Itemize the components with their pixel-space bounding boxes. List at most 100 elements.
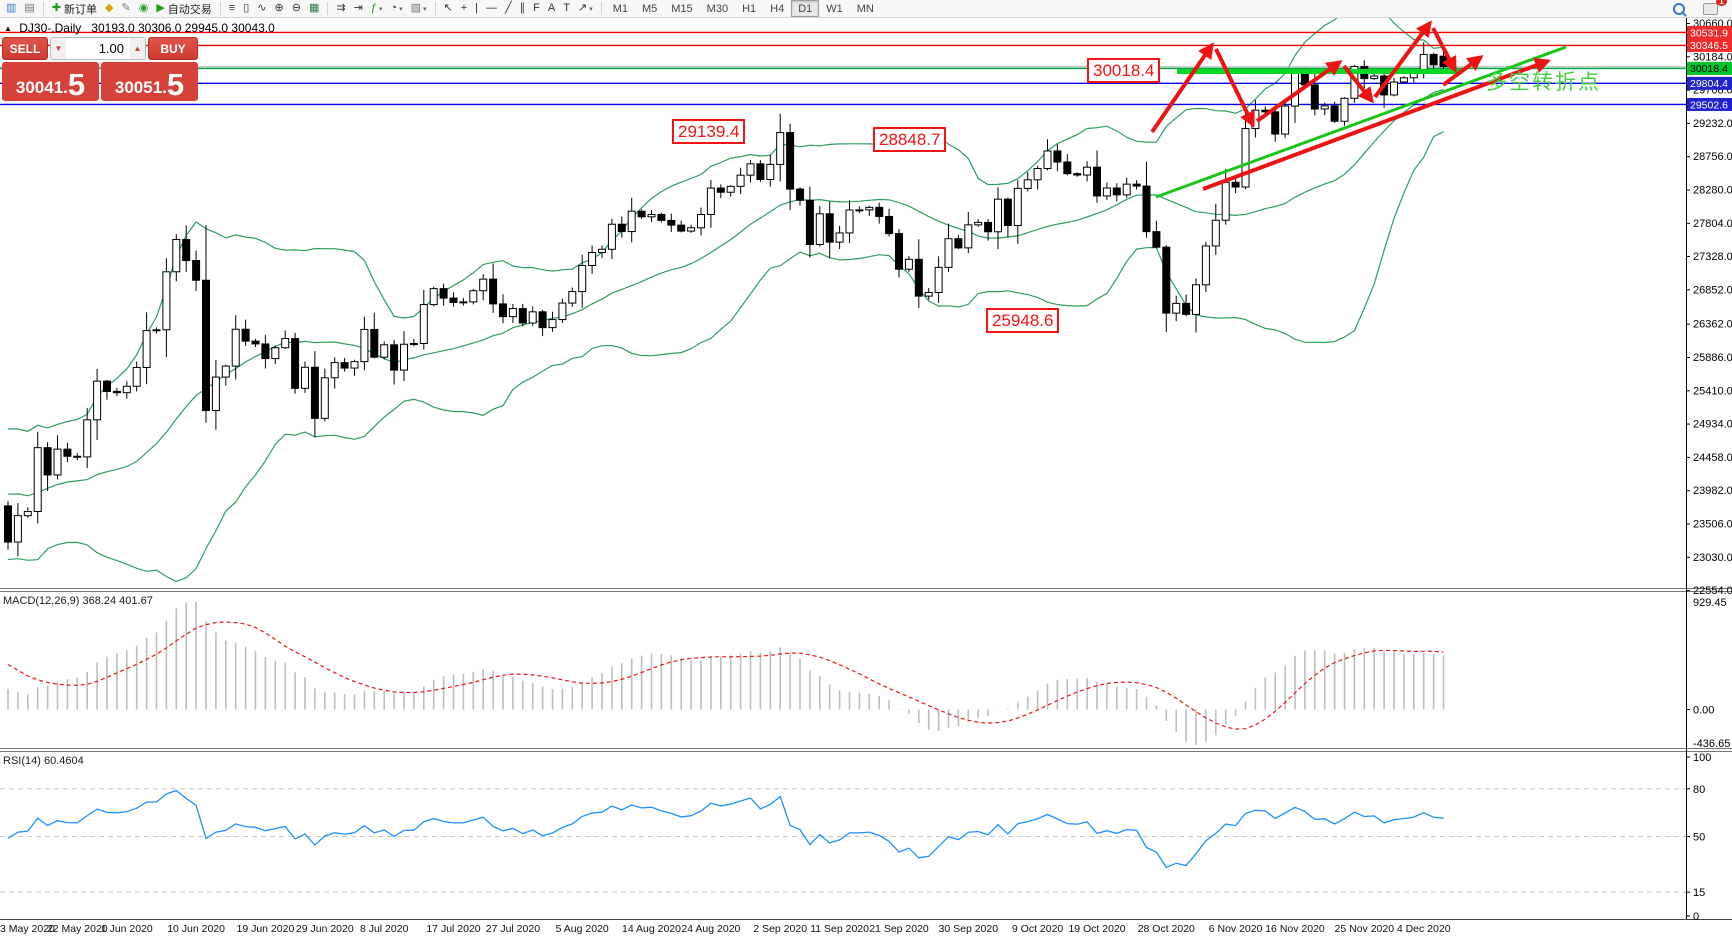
divider bbox=[42, 2, 44, 15]
styles-button[interactable]: ◆ bbox=[101, 0, 117, 18]
indicators-icon: ƒ bbox=[370, 2, 377, 14]
metaeditor-button[interactable]: ✎ bbox=[118, 0, 135, 18]
svg-text:24934.0: 24934.0 bbox=[1693, 419, 1732, 431]
bar-chart-button[interactable]: ≡ bbox=[225, 0, 239, 18]
svg-text:100: 100 bbox=[1693, 752, 1711, 764]
horizontal-line-icon: — bbox=[486, 2, 498, 14]
divider bbox=[219, 2, 221, 15]
svg-text:2 Sep 2020: 2 Sep 2020 bbox=[753, 923, 807, 935]
svg-text:929.45: 929.45 bbox=[1693, 597, 1727, 609]
search-icon bbox=[1673, 2, 1687, 17]
indicators-button[interactable]: ƒ ▾ bbox=[367, 0, 387, 18]
chat-button[interactable]: 1 bbox=[1699, 0, 1727, 18]
timeframe-M1[interactable]: M1 bbox=[612, 2, 628, 15]
timeframe-M5[interactable]: M5 bbox=[641, 2, 658, 15]
price-annotation-box[interactable]: 25948.6 bbox=[986, 308, 1060, 333]
svg-text:26852.0: 26852.0 bbox=[1693, 284, 1732, 296]
arrows-button[interactable]: ↗ ▾ bbox=[574, 0, 597, 18]
svg-text:23506.0: 23506.0 bbox=[1693, 518, 1732, 530]
svg-text:6 Nov 2020: 6 Nov 2020 bbox=[1209, 923, 1263, 935]
price-annotation-box[interactable]: 28848.7 bbox=[873, 127, 947, 152]
timeframe-W1[interactable]: W1 bbox=[826, 2, 843, 15]
autotrading-icon: ▶ bbox=[156, 2, 165, 14]
crosshair-icon: + bbox=[460, 2, 468, 14]
buy-button[interactable]: BUY bbox=[148, 37, 198, 60]
svg-text:11 Sep 2020: 11 Sep 2020 bbox=[810, 923, 869, 935]
cursor-icon: ↖ bbox=[443, 2, 453, 14]
svg-text:27804.0: 27804.0 bbox=[1693, 218, 1732, 230]
timeframe-D1[interactable]: D1 bbox=[791, 0, 820, 17]
trendline-button[interactable]: ╱ bbox=[501, 0, 516, 18]
svg-text:29804.4: 29804.4 bbox=[1690, 78, 1728, 90]
timeframe-M30[interactable]: M30 bbox=[706, 2, 729, 15]
sound-button[interactable]: ◉ bbox=[135, 0, 153, 18]
sell-price-main: 30041. bbox=[15, 78, 68, 97]
tile-windows-button[interactable]: ▦ bbox=[305, 0, 323, 18]
svg-text:25410.0: 25410.0 bbox=[1693, 385, 1732, 397]
vertical-line-button[interactable]: | bbox=[471, 0, 482, 18]
search-button[interactable] bbox=[1669, 0, 1689, 18]
timeframe-H1[interactable]: H1 bbox=[742, 2, 757, 15]
templates-button[interactable]: ▧ ▾ bbox=[407, 0, 431, 18]
fibonacci-button[interactable]: F bbox=[529, 0, 544, 18]
zoom-out-button[interactable]: ⊖ bbox=[288, 0, 305, 18]
chevron-down-icon: ▾ bbox=[378, 5, 383, 13]
svg-text:15: 15 bbox=[1693, 887, 1705, 899]
new-order-button[interactable]: ✚ 新订单 bbox=[48, 0, 101, 18]
clock-icon: ◔ bbox=[390, 2, 398, 14]
editor-icon: ✎ bbox=[121, 2, 131, 14]
new-chart-button[interactable]: ▥ bbox=[2, 0, 20, 18]
svg-text:26362.0: 26362.0 bbox=[1693, 319, 1732, 331]
sell-price-pip: 5 bbox=[67, 67, 86, 102]
svg-text:28280.0: 28280.0 bbox=[1693, 185, 1732, 197]
price-annotation-box[interactable]: 30018.4 bbox=[1087, 58, 1161, 83]
svg-text:0: 0 bbox=[1693, 911, 1699, 923]
sell-price[interactable]: 30041. 5 bbox=[2, 62, 99, 101]
periods-button[interactable]: ◔ ▾ bbox=[386, 0, 406, 18]
paint-bucket-icon: ◆ bbox=[105, 2, 114, 14]
vertical-line-icon: | bbox=[475, 2, 479, 14]
crosshair-button[interactable]: + bbox=[457, 0, 471, 18]
svg-text:29502.6: 29502.6 bbox=[1690, 99, 1728, 111]
price-annotation-box[interactable]: 29139.4 bbox=[672, 119, 746, 144]
lot-increase-button[interactable]: ▲ bbox=[130, 38, 145, 59]
divider bbox=[600, 2, 602, 15]
new-order-label: 新订单 bbox=[64, 3, 98, 16]
svg-text:22554.0: 22554.0 bbox=[1693, 585, 1732, 597]
svg-text:80: 80 bbox=[1693, 784, 1705, 796]
svg-text:29232.0: 29232.0 bbox=[1693, 118, 1732, 130]
svg-text:5 Aug 2020: 5 Aug 2020 bbox=[556, 923, 609, 935]
svg-text:16 Nov 2020: 16 Nov 2020 bbox=[1265, 923, 1325, 935]
macd-indicator-label: MACD(12,26,9) 368.24 401.67 bbox=[3, 595, 153, 607]
cursor-button[interactable]: ↖ bbox=[440, 0, 457, 18]
text-button[interactable]: A bbox=[544, 0, 559, 18]
svg-text:30 Sep 2020: 30 Sep 2020 bbox=[939, 923, 999, 935]
lot-size-input[interactable] bbox=[66, 38, 130, 59]
timeframe-MN[interactable]: MN bbox=[856, 2, 874, 15]
zoom-out-icon: ⊖ bbox=[291, 2, 301, 14]
line-chart-button[interactable]: ∿ bbox=[253, 0, 270, 18]
chevron-down-icon: ▾ bbox=[589, 5, 593, 13]
svg-text:17 Jul 2020: 17 Jul 2020 bbox=[426, 923, 480, 935]
auto-scroll-button[interactable]: ⇉ bbox=[332, 0, 349, 18]
buy-price[interactable]: 30051. 5 bbox=[101, 62, 198, 101]
timeframe-M15[interactable]: M15 bbox=[671, 2, 693, 15]
candlestick-button[interactable]: ▯ bbox=[239, 0, 253, 18]
timeframe-H4[interactable]: H4 bbox=[770, 2, 785, 15]
label-button[interactable]: T bbox=[559, 0, 574, 18]
chart-shift-button[interactable]: ⇥ bbox=[350, 0, 367, 18]
autotrading-button[interactable]: ▶ 自动交易 bbox=[152, 0, 215, 18]
trendline-icon: ╱ bbox=[505, 2, 512, 14]
turning-point-label[interactable]: 多空转折点 bbox=[1486, 71, 1601, 94]
zoom-in-button[interactable]: ⊕ bbox=[271, 0, 288, 18]
svg-text:3 May 2020: 3 May 2020 bbox=[0, 923, 55, 935]
sell-button[interactable]: SELL bbox=[2, 37, 48, 60]
channel-button[interactable]: ∥ bbox=[516, 0, 530, 18]
profiles-button[interactable]: ▤ bbox=[20, 0, 38, 18]
lot-decrease-button[interactable]: ▼ bbox=[51, 38, 66, 59]
svg-text:-436.65: -436.65 bbox=[1693, 738, 1730, 750]
toolbar: ▥ ▤ ✚ 新订单 ◆ ✎ ◉ ▶ 自动交易 ≡ ▯ ∿ ⊕ ⊖ ▦ ⇉ ⇥ ƒ ▾ … bbox=[0, 0, 1732, 18]
svg-text:10 Jun 2020: 10 Jun 2020 bbox=[167, 923, 225, 935]
horizontal-line-button[interactable]: — bbox=[482, 0, 501, 18]
